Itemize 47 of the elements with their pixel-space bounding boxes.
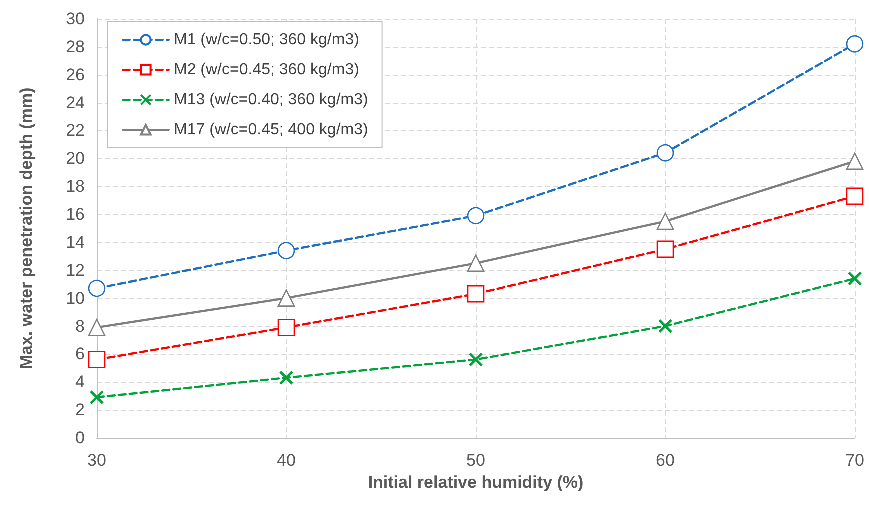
y-tick-label: 28 [66,37,85,56]
point [846,152,864,170]
y-tick-label: 4 [76,372,85,392]
point [279,370,294,386]
point [278,242,296,260]
y-tick-label: 26 [66,65,85,84]
point [468,352,484,368]
point [846,35,864,53]
y-tick-label: 0 [76,428,85,448]
y-tick-label: 18 [66,177,85,196]
x-tick-label: 50 [466,451,486,470]
legend-label: M1 (w/c=0.50; 360 kg/m3) [174,32,360,48]
point [88,319,106,336]
point [90,390,104,405]
x-tick-label: 40 [277,451,296,470]
y-tick-label: 30 [66,10,85,28]
point [278,290,296,307]
x-tick-label: 60 [656,451,675,470]
legend-label: M13 (w/c=0.40; 360 kg/m3) [174,92,368,108]
x-tick-label: 70 [846,451,864,470]
y-tick-label: 6 [76,344,85,364]
legend-label: M17 (w/c=0.45; 400 kg/m3) [174,122,368,138]
y-tick-label: 16 [66,205,85,224]
y-tick-label: 12 [66,260,85,280]
y-axis-title: Max. water penetration depth (mm) [17,88,36,370]
point [656,212,674,230]
y-tick-label: 10 [66,288,85,308]
y-tick-label: 2 [76,400,85,420]
y-tick-label: 8 [76,316,85,336]
point [88,280,106,298]
y-tick-label: 22 [66,121,85,140]
y-tick-label: 20 [66,149,85,168]
point [848,272,862,286]
x-axis-title: Initial relative humidity (%) [368,473,584,492]
point [467,285,485,303]
point [88,351,106,368]
point [656,144,674,162]
y-tick-label: 14 [66,232,85,252]
point [846,188,864,206]
legend-label: M2 (w/c=0.45; 360 kg/m3) [174,62,360,78]
point [467,254,485,272]
point [278,319,296,336]
x-tick-label: 30 [88,451,106,470]
y-tick-label: 24 [66,93,85,112]
point [467,207,485,225]
point [656,240,674,258]
point [658,319,673,334]
